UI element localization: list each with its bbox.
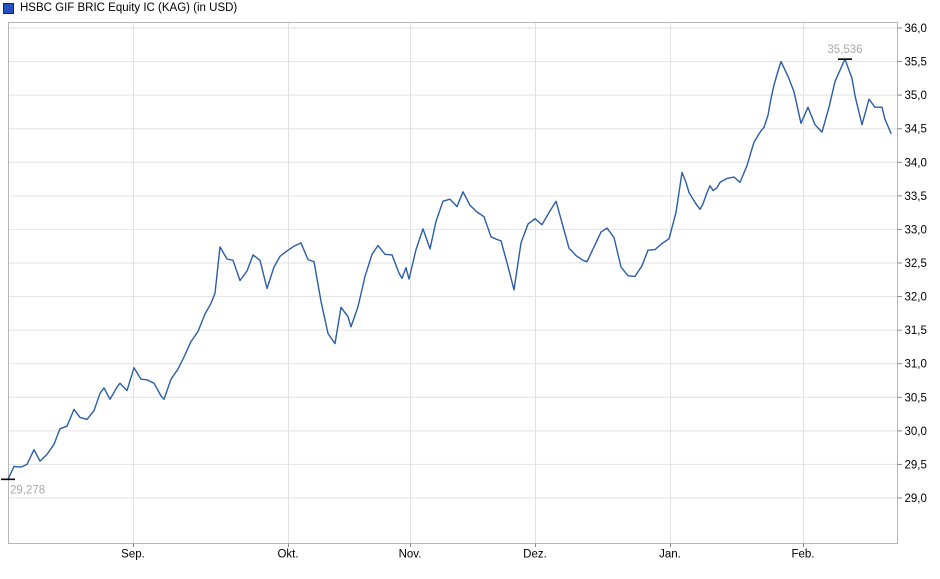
y-axis-label: 31,0: [905, 359, 927, 371]
x-axis-label: Feb.: [791, 549, 814, 561]
x-axis-label: Dez.: [523, 549, 547, 561]
chart-title: HSBC GIF BRIC Equity IC (KAG) (in USD): [20, 2, 238, 14]
price-line: [7, 58, 892, 480]
x-axis-label: Okt.: [277, 549, 298, 561]
y-axis-label: 35,0: [905, 90, 927, 102]
y-axis-label: 34,5: [905, 124, 927, 136]
chart-legend: HSBC GIF BRIC Equity IC (KAG) (in USD): [3, 2, 237, 14]
series-swatch-icon: [3, 2, 14, 14]
y-axis-label: 35,5: [905, 57, 927, 69]
y-axis-label: 30,0: [905, 426, 927, 438]
y-axis-label: 33,5: [905, 191, 927, 203]
max-value-label: 35,536: [827, 44, 862, 56]
y-axis-label: 29,0: [905, 493, 927, 505]
y-axis-label: 30,5: [905, 392, 927, 404]
x-axis-label: Sep.: [121, 549, 145, 561]
y-axis-label: 32,0: [905, 292, 927, 304]
x-axis-label: Nov.: [399, 549, 422, 561]
plot-border: [8, 22, 898, 544]
y-axis-label: 31,5: [905, 325, 927, 337]
y-axis-label: 36,0: [905, 23, 927, 35]
y-axis-label: 32,5: [905, 258, 927, 270]
y-axis-label: 29,5: [905, 459, 927, 471]
min-value-label: 29,278: [10, 484, 45, 496]
y-axis-label: 34,0: [905, 157, 927, 169]
y-axis-label: 33,0: [905, 224, 927, 236]
x-axis-label: Jan.: [659, 549, 681, 561]
